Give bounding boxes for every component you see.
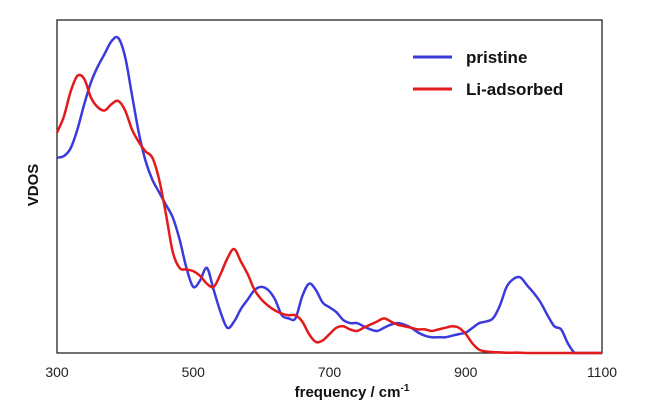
series-line-li-adsorbed bbox=[55, 73, 602, 355]
x-tick-labels: 300 500 700 900 1100 bbox=[45, 364, 617, 380]
legend: pristine Li-adsorbed bbox=[413, 48, 563, 99]
x-tick-label: 500 bbox=[182, 364, 206, 380]
series-lines bbox=[55, 35, 602, 355]
x-tick-label: 700 bbox=[318, 364, 342, 380]
x-axis-label-superscript: -1 bbox=[400, 383, 409, 394]
x-tick-label: 1100 bbox=[587, 364, 617, 380]
legend-label-li-adsorbed: Li-adsorbed bbox=[466, 80, 563, 99]
plot-frame bbox=[56, 19, 603, 354]
series-line-pristine bbox=[56, 35, 602, 355]
legend-label-pristine: pristine bbox=[466, 48, 527, 67]
x-tick-label: 300 bbox=[45, 364, 69, 380]
y-axis-label: VDOS bbox=[25, 164, 42, 207]
x-axis-label-main: frequency / cm bbox=[295, 384, 401, 401]
x-tick-label: 900 bbox=[454, 364, 478, 380]
x-axis-label: frequency / cm-1 bbox=[295, 383, 410, 401]
